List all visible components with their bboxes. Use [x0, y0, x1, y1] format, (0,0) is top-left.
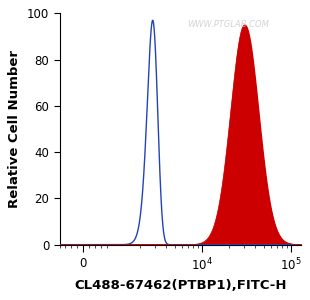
Text: WWW.PTGLAB.COM: WWW.PTGLAB.COM [188, 20, 269, 29]
X-axis label: CL488-67462(PTBP1),FITC-H: CL488-67462(PTBP1),FITC-H [74, 279, 286, 292]
Y-axis label: Relative Cell Number: Relative Cell Number [8, 50, 21, 208]
